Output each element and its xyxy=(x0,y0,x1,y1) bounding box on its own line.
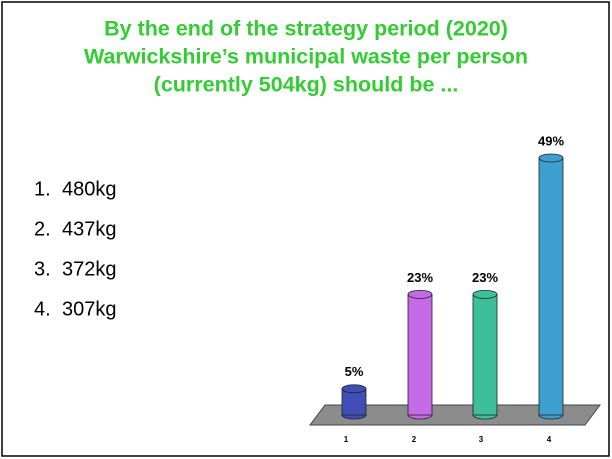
option-number: 4. xyxy=(34,298,51,320)
option-text: 437kg xyxy=(62,218,117,240)
chart-title: (currently 504kg) should be ... xyxy=(154,73,459,97)
x-tick-label: 3 xyxy=(479,435,484,444)
option-text: 307kg xyxy=(62,298,117,320)
data-label: 5% xyxy=(345,364,364,379)
chart-title: Warwickshire’s municipal waste per perso… xyxy=(84,45,528,69)
option-text: 372kg xyxy=(62,258,117,280)
option-text: 480kg xyxy=(62,178,117,200)
x-tick-label: 1 xyxy=(344,435,349,444)
chart-floor xyxy=(309,404,601,426)
bar-top xyxy=(407,289,433,299)
bar xyxy=(538,157,564,416)
bar-top xyxy=(472,289,498,299)
bar xyxy=(407,293,433,416)
x-tick-label: 4 xyxy=(547,435,552,444)
x-tick-label: 2 xyxy=(412,435,417,444)
bar xyxy=(472,293,498,416)
bar-top xyxy=(341,384,367,394)
data-label: 49% xyxy=(538,133,564,148)
option-number: 3. xyxy=(34,258,51,280)
option-number: 1. xyxy=(34,178,51,200)
bar-top xyxy=(538,153,564,163)
option-number: 2. xyxy=(34,218,51,240)
data-label: 23% xyxy=(407,270,433,285)
chart-title: By the end of the strategy period (2020) xyxy=(104,17,508,41)
data-label: 23% xyxy=(472,270,498,285)
